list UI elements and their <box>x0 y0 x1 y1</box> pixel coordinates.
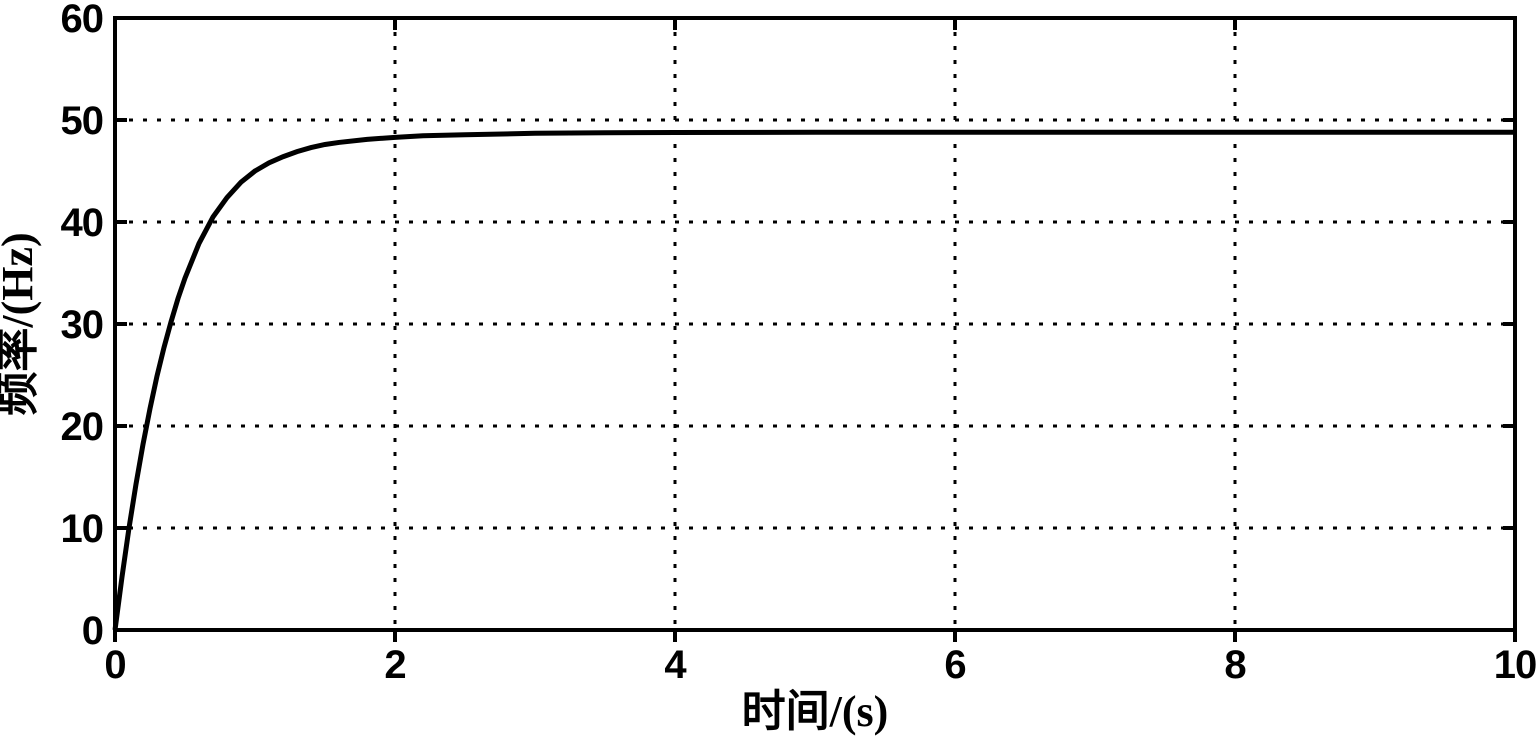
y-tick-label: 10 <box>61 507 104 551</box>
x-tick-label: 6 <box>944 643 965 687</box>
y-tick-label: 40 <box>61 201 104 245</box>
y-tick-label: 20 <box>61 405 104 449</box>
x-tick-label: 4 <box>664 643 687 687</box>
x-axis-title: 时间/(s) <box>742 687 889 736</box>
y-tick-label: 50 <box>61 99 104 143</box>
x-tick-label: 2 <box>384 643 405 687</box>
y-tick-label: 60 <box>61 0 104 41</box>
frequency-chart: 0 2 4 6 8 10 0 10 20 30 40 50 60 时间/(s) 频率/(Hz) <box>0 0 1536 744</box>
x-tick-label: 0 <box>104 643 125 687</box>
x-tick-label: 8 <box>1224 643 1246 687</box>
y-tick-label: 0 <box>82 609 103 653</box>
y-axis-title: 频率/(Hz) <box>0 232 42 415</box>
x-tick-label: 10 <box>1494 643 1536 687</box>
y-tick-label: 30 <box>61 303 104 347</box>
